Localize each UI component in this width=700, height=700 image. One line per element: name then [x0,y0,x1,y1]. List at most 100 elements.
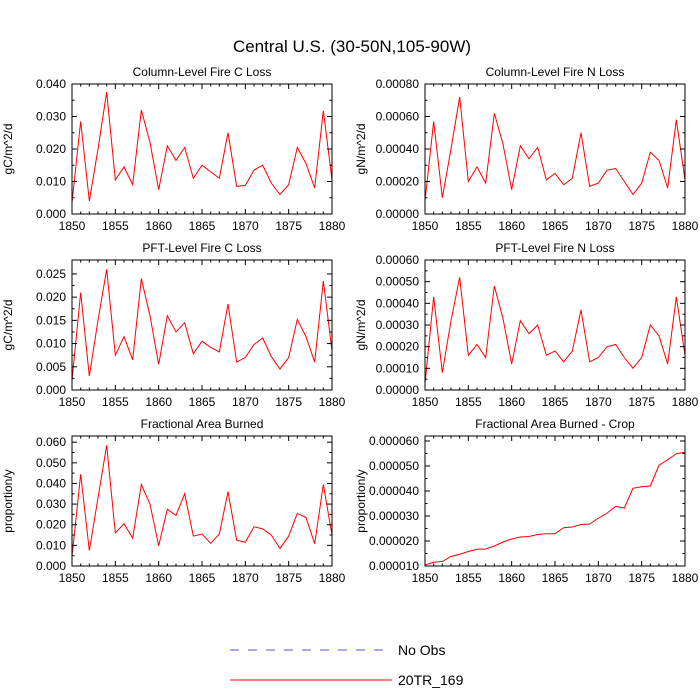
x-tick-label: 1880 [319,395,346,409]
y-tick-label: 0.040 [36,77,66,91]
x-tick-label: 1880 [672,571,699,585]
x-tick-label: 1865 [189,395,216,409]
y-tick-label: 0.000020 [369,534,419,548]
y-tick-label: 0.000 [36,383,66,397]
y-tick-label: 0.000 [36,559,66,573]
plot-frame [424,83,686,215]
plot-frame [71,435,333,567]
y-tick-label: 0.020 [36,290,66,304]
x-tick-label: 1850 [59,219,86,233]
y-tick-label: 0.010 [36,175,66,189]
y-axis-label: gN/m^2/d [354,300,368,351]
x-tick-label: 1855 [455,571,482,585]
panel-3: PFT-Level Fire C Loss 1850 1855 1860 1865 187… [1,241,346,409]
panel-1: Column-Level Fire C Loss 1850 1855 1860 1865… [1,65,346,233]
y-tick-label: 0.040 [36,476,66,490]
panel-title: PFT-Level Fire C Loss [142,241,261,255]
x-tick-label: 1870 [232,571,259,585]
series-line [71,92,333,203]
x-tick-label: 1875 [628,395,655,409]
x-tick-label: 1880 [319,219,346,233]
x-tick-label: 1860 [145,219,172,233]
x-tick-label: 1870 [232,219,259,233]
x-tick-label: 1875 [628,219,655,233]
y-tick-label: 0.000060 [369,434,419,448]
x-tick-label: 1865 [542,219,569,233]
x-tick-label: 1860 [498,571,525,585]
panel-title: Fractional Area Burned [141,417,264,431]
y-tick-label: 0.00040 [376,142,420,156]
x-tick-label: 1850 [59,395,86,409]
y-tick-label: 0.030 [36,110,66,124]
panel-6: Fractional Area Burned - Crop 1850 1855 186… [354,417,699,585]
y-tick-label: 0.00030 [376,318,420,332]
legend-label-20tr-169: 20TR_169 [398,672,464,688]
figure-title: Central U.S. (30-50N,105-90W) [233,37,471,56]
panel-title: Column-Level Fire N Loss [486,65,625,79]
x-tick-label: 1850 [59,571,86,585]
plot-frame [424,259,686,391]
x-tick-label: 1860 [145,395,172,409]
y-axis-label: proportion/y [354,469,368,532]
y-axis-label: proportion/y [1,469,15,532]
x-tick-label: 1870 [585,571,612,585]
y-axis-label: gN/m^2/d [354,124,368,175]
x-tick-label: 1860 [145,571,172,585]
y-tick-label: 0.000040 [369,484,419,498]
x-tick-label: 1855 [455,219,482,233]
x-tick-label: 1855 [102,219,129,233]
x-tick-label: 1865 [189,219,216,233]
y-axis-label: gC/m^2/d [1,300,15,351]
x-tick-label: 1870 [585,395,612,409]
x-tick-label: 1865 [189,571,216,585]
y-tick-label: 0.015 [36,313,66,327]
legend: No Obs 20TR_169 [230,642,464,688]
y-tick-label: 0.00080 [376,77,420,91]
y-tick-label: 0.00060 [376,110,420,124]
y-tick-label: 0.00020 [376,175,420,189]
panel-5: Fractional Area Burned 1850 1855 1860 1865 18… [1,417,346,585]
series-line [71,445,333,557]
x-tick-label: 1855 [455,395,482,409]
x-tick-label: 1855 [102,395,129,409]
x-tick-label: 1850 [412,395,439,409]
legend-label-no-obs: No Obs [398,642,445,658]
series-line [424,277,686,384]
y-tick-label: 0.020 [36,518,66,532]
y-tick-label: 0.030 [36,497,66,511]
x-tick-label: 1860 [498,219,525,233]
x-tick-label: 1875 [275,395,302,409]
panel-2: Column-Level Fire N Loss 1850 1855 1860 1865… [354,65,699,233]
x-tick-label: 1870 [585,219,612,233]
x-tick-label: 1860 [498,395,525,409]
y-tick-label: 0.005 [36,360,66,374]
y-tick-label: 0.010 [36,538,66,552]
plot-frame [424,435,686,567]
plot-frame [71,83,333,215]
x-tick-label: 1865 [542,571,569,585]
y-tick-label: 0.00060 [376,253,420,267]
y-tick-label: 0.00010 [376,361,420,375]
y-tick-label: 0.050 [36,456,66,470]
x-tick-label: 1880 [672,219,699,233]
series-line [424,96,686,202]
panels-group: Column-Level Fire C Loss 1850 1855 1860 1865… [1,65,699,585]
y-tick-label: 0.00040 [376,296,420,310]
series-line [71,269,333,381]
x-tick-label: 1855 [102,571,129,585]
y-tick-label: 0.025 [36,267,66,281]
panel-title: PFT-Level Fire N Loss [495,241,614,255]
x-tick-label: 1880 [319,571,346,585]
plot-frame [71,259,333,391]
y-tick-label: 0.010 [36,337,66,351]
y-tick-label: 0.00020 [376,340,420,354]
x-tick-label: 1865 [542,395,569,409]
series-line [424,451,686,566]
x-tick-label: 1880 [672,395,699,409]
y-axis-label: gC/m^2/d [1,124,15,175]
y-tick-label: 0.00050 [376,275,420,289]
x-tick-label: 1875 [628,571,655,585]
y-tick-label: 0.00000 [376,383,420,397]
x-tick-label: 1875 [275,571,302,585]
